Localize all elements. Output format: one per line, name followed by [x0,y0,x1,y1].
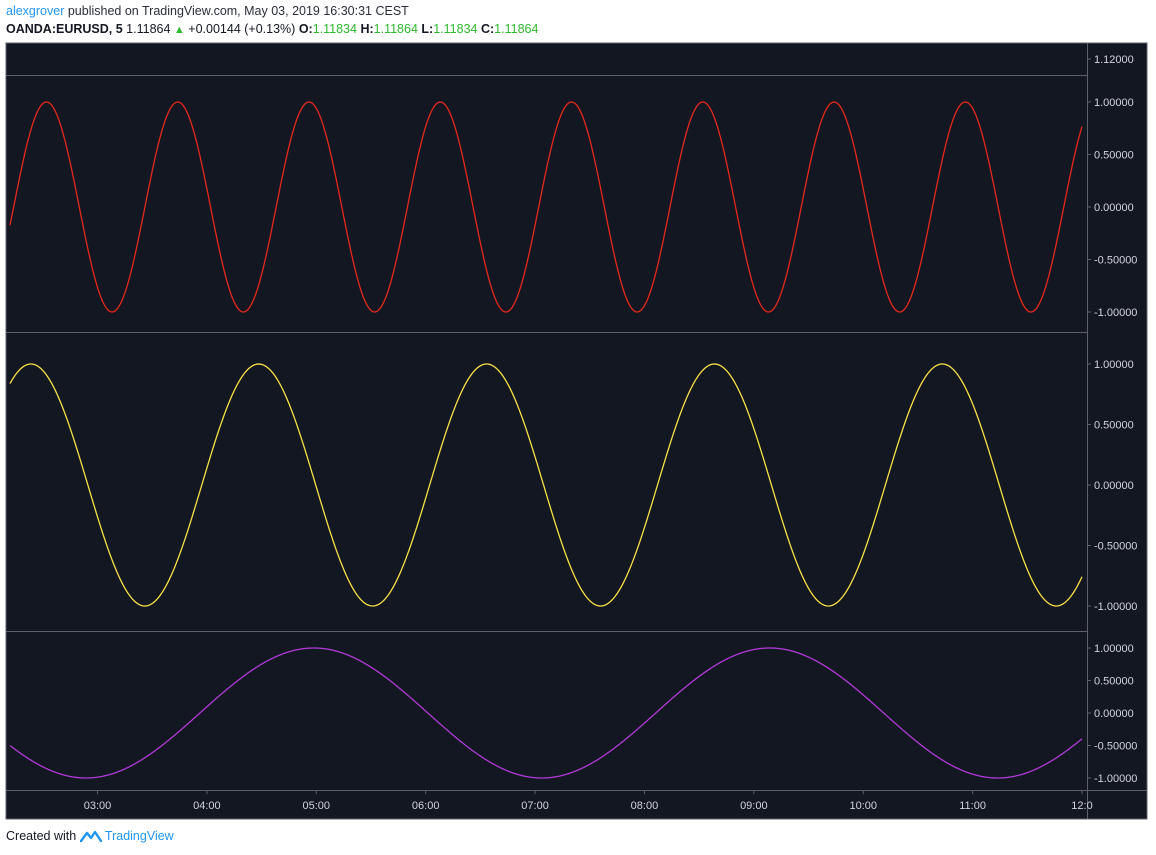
y-tick-label: -0.50000 [1094,255,1137,267]
publish-info: alexgrover published on TradingView.com,… [6,4,409,18]
y-tick-label: 0.00000 [1094,480,1134,492]
x-tick-label: 08:00 [631,800,659,812]
y-tick-label: -1.00000 [1094,307,1137,319]
low-label: L: [421,22,434,36]
last-price: 1.11864 [126,22,171,36]
x-tick-label: 03:00 [84,800,112,812]
y-tick-label: 0.00000 [1094,202,1134,214]
series-line-pane-2 [9,363,1083,607]
price-axis[interactable]: 1.12000 1.00000 0.50000 0.00000 -0.50000 -1.0… [1087,54,1137,785]
y-tick-label: 0.50000 [1094,676,1134,688]
x-tick-label: 11:00 [959,800,986,812]
tradingview-logo-icon [79,829,102,846]
close-value: 1.11864 [494,22,539,36]
footer: Created with TradingView [6,829,174,846]
x-tick-label: 12:0 [1071,800,1092,812]
x-tick-label: 04:00 [193,800,221,812]
x-tick-label: 10:00 [849,800,877,812]
published-text: published on TradingView.com, May 03, 20… [67,4,409,18]
y-tick-label: 1.00000 [1094,643,1134,655]
series-line-pane-1 [9,101,1083,313]
author-link[interactable]: alexgrover [6,4,65,18]
y-tick-label: 1.00000 [1094,97,1134,109]
low-value: 1.11834 [433,22,478,36]
symbol-info: OANDA:EURUSD, 5 1.11864 ▲ +0.00144 (+0.1… [6,22,538,36]
x-tick-label: 05:00 [303,800,331,812]
y-tick-label: -0.50000 [1094,741,1137,753]
y-tick-label: -1.00000 [1094,773,1137,785]
price-change: +0.00144 (+0.13%) [188,22,296,36]
up-arrow-icon: ▲ [173,24,185,36]
high-label: H: [360,22,374,36]
x-tick-label: 06:00 [412,800,440,812]
y-tick-label: 0.50000 [1094,420,1134,432]
x-tick-label: 07:00 [521,800,549,812]
series-line-pane-3 [9,647,1083,779]
x-tick-label: 09:00 [740,800,768,812]
series-layer [9,101,1083,779]
symbol-name[interactable]: OANDA:EURUSD, 5 [6,22,123,36]
y-tick-label: 1.12000 [1094,54,1134,66]
close-label: C: [480,22,495,36]
time-axis[interactable]: 03:00 04:00 05:00 06:00 07:00 08:00 09:00 10:00… [84,790,1093,812]
tradingview-link[interactable]: TradingView [104,829,174,843]
open-value: 1.11834 [312,22,357,36]
created-with-text: Created with [6,829,77,843]
open-label: O: [298,22,313,36]
high-value: 1.11864 [373,22,418,36]
y-tick-label: 1.00000 [1094,359,1134,371]
pane-separators[interactable] [6,75,1087,632]
chart-background [5,42,1148,820]
y-tick-label: -0.50000 [1094,541,1137,553]
y-tick-label: 0.00000 [1094,708,1134,720]
y-tick-label: -1.00000 [1094,601,1137,613]
y-tick-label: 0.50000 [1094,150,1134,162]
